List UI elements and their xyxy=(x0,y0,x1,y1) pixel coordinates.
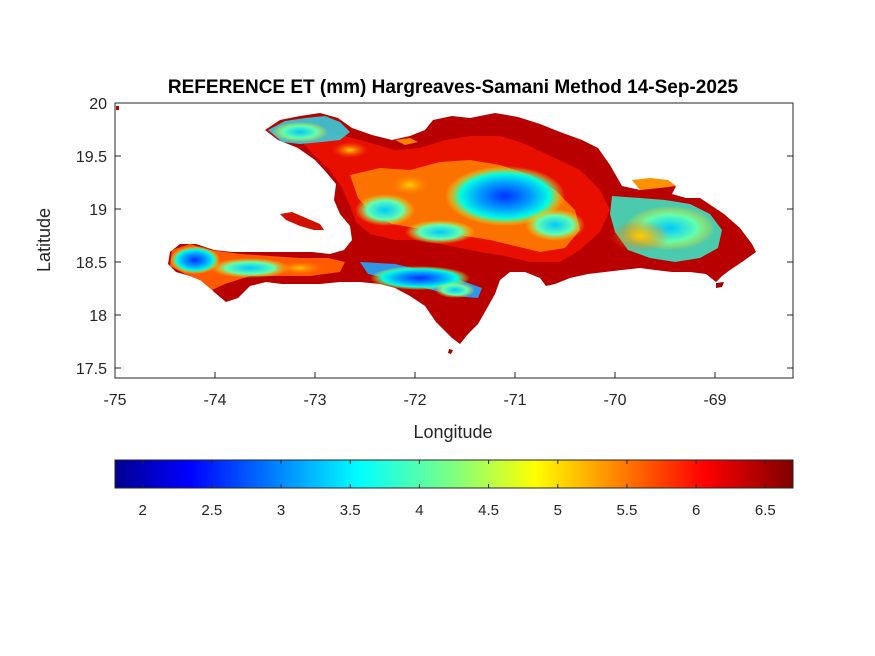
x-tick-label: -71 xyxy=(503,392,526,409)
y-tick-label: 18.5 xyxy=(76,255,107,272)
x-tick-label: -70 xyxy=(603,392,626,409)
colorbar-tick-label: 6.5 xyxy=(755,502,776,519)
y-tick-label: 18 xyxy=(89,308,107,325)
saona-island xyxy=(716,282,724,288)
colorbar-tick-label: 2 xyxy=(139,502,147,519)
y-tick-label: 17.5 xyxy=(76,361,107,378)
colorbar-tick-label: 6 xyxy=(692,502,700,519)
y-axis: 20 19.5 19 18.5 18 17.5 Latitude xyxy=(34,96,793,378)
y-tick-label: 19.5 xyxy=(76,149,107,166)
colorbar-tick-label: 4.5 xyxy=(478,502,499,519)
y-axis-label: Latitude xyxy=(34,208,54,272)
colorbar-gradient xyxy=(114,459,794,489)
x-tick-label: -74 xyxy=(203,392,226,409)
y-tick-label: 19 xyxy=(89,202,107,219)
colorbar-tick-label: 5.5 xyxy=(617,502,638,519)
beata-island xyxy=(448,349,453,354)
map-title: REFERENCE ET (mm) Hargreaves-Samani Meth… xyxy=(168,77,739,98)
x-tick-label: -73 xyxy=(303,392,326,409)
tortuga-island xyxy=(395,138,418,145)
massif-de-la-hotte xyxy=(170,246,220,274)
samana-peninsula xyxy=(632,178,676,190)
colorbar-tick-label: 3 xyxy=(277,502,285,519)
x-tick-label: -69 xyxy=(703,392,726,409)
cordillera-central xyxy=(445,166,565,226)
colorbar-tick-label: 5 xyxy=(554,502,562,519)
colorbar-tick-label: 4 xyxy=(415,502,423,519)
x-axis-label: Longitude xyxy=(413,422,492,442)
colorbar-tick-label: 2.5 xyxy=(201,502,222,519)
x-tick-label: -72 xyxy=(403,392,426,409)
x-axis: -75 -74 -73 -72 -71 -70 -69 Longitude xyxy=(103,372,727,442)
colorbar-tick-label: 3.5 xyxy=(340,502,361,519)
x-tick-label: -75 xyxy=(103,392,126,409)
gonave-island xyxy=(280,212,324,230)
et-map xyxy=(116,106,756,354)
colorbar: 2 2.5 3 3.5 4 4.5 5 5.5 6 6.5 xyxy=(114,459,794,519)
y-tick-label: 20 xyxy=(89,96,107,113)
